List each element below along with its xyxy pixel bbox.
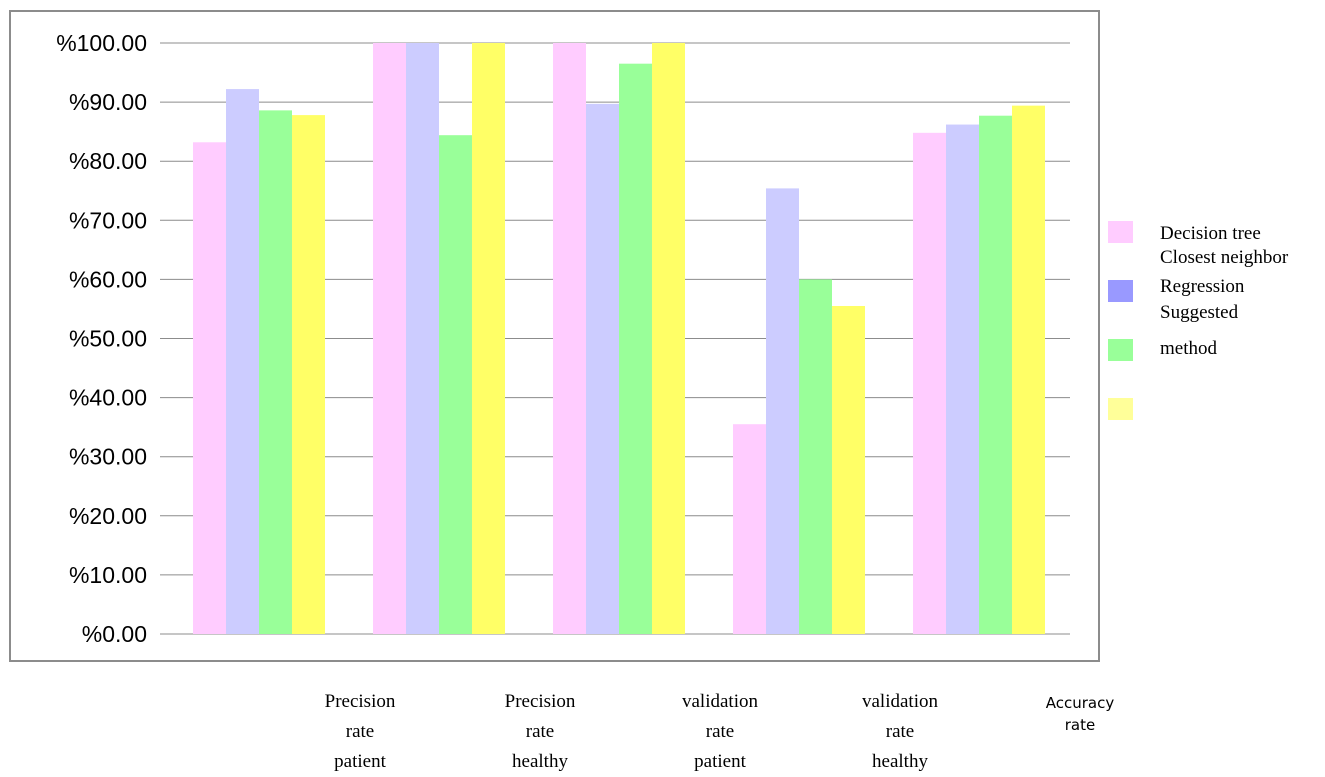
x-category-label: Precision rate healthy xyxy=(460,687,620,777)
x-category-line: validation xyxy=(862,691,938,712)
legend-swatch xyxy=(1108,280,1133,302)
x-category-label: validation rate patient xyxy=(640,687,800,777)
y-tick-label: %70.00 xyxy=(69,207,147,233)
bar xyxy=(193,142,226,634)
bar xyxy=(766,188,799,635)
x-category-line: patient xyxy=(334,751,386,772)
x-category-line: rate xyxy=(345,721,375,742)
x-category-line: Accuracy xyxy=(1045,694,1115,712)
y-tick-label: %90.00 xyxy=(69,89,147,115)
x-category-label: Accuracy rate xyxy=(1000,692,1160,736)
bar xyxy=(1012,105,1045,634)
legend-label: Suggested xyxy=(1160,302,1239,323)
y-tick-label: %20.00 xyxy=(69,503,147,529)
y-tick-label: %40.00 xyxy=(69,385,147,411)
y-tick-label: %50.00 xyxy=(69,326,147,352)
legend-label: Decision tree xyxy=(1160,223,1261,244)
y-tick-label: %80.00 xyxy=(69,148,147,174)
bar xyxy=(472,43,505,634)
legend-label: Regression xyxy=(1160,276,1245,297)
y-tick-label: %10.00 xyxy=(69,562,147,588)
x-category-line: rate xyxy=(885,721,915,742)
x-category-line: Precision xyxy=(324,691,396,712)
x-category-line: Precision xyxy=(504,691,576,712)
bar xyxy=(733,424,766,634)
y-tick-label: %100.00 xyxy=(56,30,147,56)
y-tick-label: %60.00 xyxy=(69,266,147,292)
bar xyxy=(406,43,439,634)
bar xyxy=(292,115,325,635)
x-category-line: rate xyxy=(525,721,555,742)
x-category-line: healthy xyxy=(512,751,568,772)
bar xyxy=(553,43,586,634)
legend-label: Closest neighbor xyxy=(1160,247,1289,268)
x-category-line: validation xyxy=(682,691,758,712)
y-tick-label: %0.00 xyxy=(82,621,147,647)
legend-swatch xyxy=(1108,398,1133,420)
bar xyxy=(619,63,652,635)
y-tick-label: %30.00 xyxy=(69,444,147,470)
bar xyxy=(652,43,685,634)
bar xyxy=(832,305,865,634)
x-category-line: patient xyxy=(694,751,746,772)
bar xyxy=(913,132,946,634)
x-category-line: rate xyxy=(705,721,735,742)
legend-label: method xyxy=(1160,338,1217,359)
x-category-line: healthy xyxy=(872,751,928,772)
bar xyxy=(373,43,406,634)
bar xyxy=(259,110,292,634)
legend-swatch xyxy=(1108,339,1133,361)
legend-swatch xyxy=(1108,221,1133,243)
bar xyxy=(946,124,979,635)
bar xyxy=(226,89,259,634)
x-category-label: validation rate healthy xyxy=(820,687,980,777)
bar xyxy=(979,115,1012,635)
x-category-line: rate xyxy=(1064,716,1096,734)
bar xyxy=(439,135,472,635)
bar xyxy=(586,103,619,635)
bar xyxy=(799,279,832,634)
x-category-label: Precision rate patient xyxy=(280,687,440,777)
